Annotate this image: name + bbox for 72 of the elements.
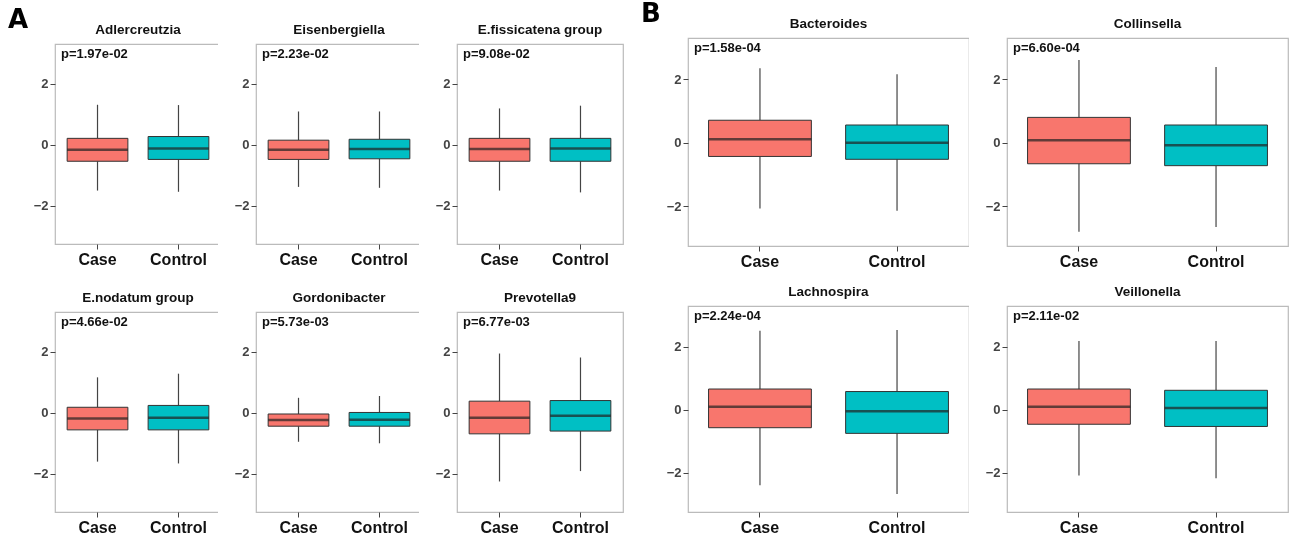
y-tick-label: −2	[666, 465, 682, 481]
x-tick-label: Control	[1187, 252, 1245, 270]
y-tick-label: −2	[234, 466, 250, 482]
y-tick-label: 2	[443, 76, 451, 92]
x-tick-label: Case	[279, 250, 318, 268]
annotation: p=2.11e-02	[1013, 308, 1080, 323]
y-tick-label: 2	[41, 344, 49, 360]
chart-title: Prevotella9	[503, 289, 577, 305]
x-tick-label: Control	[868, 252, 926, 270]
annotation: p=5.73e-03	[262, 314, 329, 329]
y-tick-label: 0	[674, 402, 682, 418]
x-tick-label: Control	[552, 250, 609, 268]
y-tick-label: 0	[242, 405, 250, 421]
text: A	[8, 4, 29, 34]
annotation: p=2.23e-02	[262, 46, 329, 61]
y-tick-label: −2	[666, 198, 682, 214]
x-tick-label: Control	[351, 250, 408, 268]
y-tick-label: −2	[985, 465, 1001, 481]
y-tick-label: 0	[443, 405, 451, 421]
y-tick-label: 0	[41, 137, 49, 153]
y-tick-label: 0	[993, 135, 1001, 151]
y-tick-label: −2	[234, 198, 250, 214]
y-tick-label: −2	[985, 198, 1001, 214]
y-tick-label: 2	[242, 76, 250, 92]
annotation: p=6.77e-03	[463, 314, 530, 329]
x-tick-label: Control	[552, 518, 609, 536]
x-tick-label: Control	[868, 518, 926, 536]
x-tick-label: Case	[740, 252, 780, 270]
y-tick-label: 0	[993, 402, 1001, 418]
x-tick-label: Case	[740, 518, 780, 536]
y-tick-label: 2	[443, 344, 451, 360]
x-tick-label: Case	[480, 518, 519, 536]
chart-title: Collinsella	[1113, 15, 1182, 31]
chart-title: Bacteroides	[789, 15, 868, 31]
annotation: p=2.24e-04	[694, 308, 762, 323]
y-tick-label: 0	[242, 137, 250, 153]
annotation: p=9.08e-02	[463, 46, 530, 61]
y-tick-label: 0	[674, 135, 682, 151]
x-tick-label: Control	[1187, 518, 1245, 536]
y-tick-label: 2	[993, 339, 1001, 355]
y-tick-label: 2	[674, 339, 682, 355]
chart-title: Adlercreutzia	[95, 21, 182, 37]
chart-title: Gordonibacter	[292, 289, 387, 305]
x-tick-label: Case	[78, 250, 117, 268]
chart-title: E.nodatum group	[82, 289, 194, 305]
x-tick-label: Case	[78, 518, 117, 536]
y-tick-label: 2	[674, 71, 682, 87]
y-tick-label: −2	[33, 466, 49, 482]
x-tick-label: Control	[351, 518, 408, 536]
annotation: p=6.60e-04	[1013, 40, 1081, 55]
annotation: p=1.97e-02	[61, 46, 128, 61]
chart-title: Veillonella	[1114, 283, 1182, 299]
x-tick-label: Control	[150, 250, 207, 268]
y-tick-label: 2	[993, 71, 1001, 87]
chart-title: Eisenbergiella	[293, 21, 386, 37]
chart-title: Lachnospira	[788, 283, 870, 299]
y-tick-label: −2	[33, 198, 49, 214]
y-tick-label: −2	[435, 466, 451, 482]
x-tick-label: Control	[150, 518, 207, 536]
x-tick-label: Case	[1059, 252, 1099, 270]
y-tick-label: 2	[242, 344, 250, 360]
text: B	[641, 0, 661, 28]
y-tick-label: −2	[435, 198, 451, 214]
y-tick-label: 0	[443, 137, 451, 153]
y-tick-label: 0	[41, 405, 49, 421]
chart-title: E.fissicatena group	[477, 21, 603, 37]
y-tick-label: 2	[41, 76, 49, 92]
x-tick-label: Case	[1059, 518, 1099, 536]
x-tick-label: Case	[279, 518, 318, 536]
x-tick-label: Case	[480, 250, 519, 268]
annotation: p=1.58e-04	[694, 40, 762, 55]
annotation: p=4.66e-02	[61, 314, 128, 329]
